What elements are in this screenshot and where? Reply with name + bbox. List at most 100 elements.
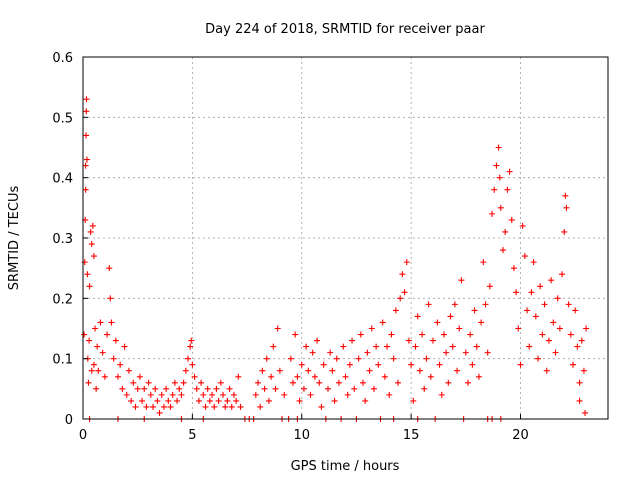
data-point xyxy=(528,289,535,296)
data-point xyxy=(257,403,264,410)
data-point xyxy=(578,337,585,344)
data-point xyxy=(86,283,93,290)
data-point xyxy=(583,325,590,332)
data-point xyxy=(193,385,200,392)
data-point xyxy=(228,403,235,410)
data-point xyxy=(576,397,583,404)
data-point xyxy=(130,379,137,386)
data-point xyxy=(349,337,356,344)
data-point xyxy=(384,343,391,350)
data-point xyxy=(85,379,92,386)
data-point xyxy=(480,259,487,266)
data-point xyxy=(510,265,517,272)
data-point xyxy=(552,349,559,356)
data-point xyxy=(272,385,279,392)
data-point xyxy=(381,373,388,380)
data-point xyxy=(545,337,552,344)
data-point xyxy=(368,325,375,332)
data-point xyxy=(456,325,463,332)
data-point xyxy=(539,331,546,338)
y-tick-label: 0.6 xyxy=(52,51,73,66)
y-tick-label: 0.5 xyxy=(52,111,73,126)
data-point xyxy=(576,379,583,386)
data-point xyxy=(567,331,574,338)
data-point xyxy=(163,385,170,392)
data-point xyxy=(261,385,268,392)
data-point xyxy=(145,379,152,386)
data-point xyxy=(84,271,91,278)
data-point xyxy=(491,186,498,193)
data-point xyxy=(160,403,167,410)
data-point xyxy=(191,373,198,380)
data-point xyxy=(502,228,509,235)
data-point xyxy=(395,379,401,386)
data-point xyxy=(471,307,478,314)
data-point xyxy=(325,385,331,392)
data-point xyxy=(195,397,202,404)
data-point xyxy=(259,367,266,374)
data-point xyxy=(379,319,386,326)
data-point xyxy=(154,397,161,404)
data-point xyxy=(370,385,377,392)
x-tick-label: 20 xyxy=(512,428,529,443)
data-point xyxy=(410,397,417,404)
data-point xyxy=(222,403,229,410)
data-point xyxy=(563,204,570,211)
data-point xyxy=(519,222,526,229)
x-axis-label: GPS time / hours xyxy=(291,459,400,474)
data-point xyxy=(82,162,89,169)
data-point xyxy=(255,379,261,386)
data-point xyxy=(412,343,419,350)
data-point xyxy=(311,373,318,380)
data-point xyxy=(458,277,465,284)
data-point xyxy=(532,313,539,320)
data-point xyxy=(559,271,566,278)
data-point xyxy=(86,337,93,344)
data-point xyxy=(305,367,312,374)
data-point xyxy=(143,403,150,410)
data-point xyxy=(562,192,569,199)
data-point xyxy=(556,325,563,332)
x-tick-label: 15 xyxy=(403,428,420,443)
data-point xyxy=(346,361,353,368)
data-point xyxy=(108,319,115,326)
x-tick-label: 5 xyxy=(188,428,196,443)
data-point xyxy=(268,373,275,380)
data-point xyxy=(399,271,406,278)
data-point xyxy=(115,373,121,380)
data-point xyxy=(180,379,187,386)
data-point xyxy=(204,385,211,392)
data-point xyxy=(508,216,515,223)
data-point xyxy=(188,337,195,344)
data-point xyxy=(119,385,126,392)
data-point xyxy=(416,367,423,374)
data-point xyxy=(392,307,399,314)
data-point xyxy=(152,385,159,392)
data-point xyxy=(482,301,489,308)
data-point xyxy=(340,343,347,350)
grid-lines xyxy=(83,57,608,419)
data-point xyxy=(276,367,283,374)
data-point xyxy=(364,349,371,356)
data-point xyxy=(403,259,410,266)
data-point xyxy=(287,355,294,362)
x-axis-ticks: 0 5 10 15 20 xyxy=(79,414,529,443)
data-point xyxy=(447,313,454,320)
data-point xyxy=(565,301,572,308)
x-tick-label: 10 xyxy=(293,428,310,443)
data-point xyxy=(294,373,301,380)
data-point xyxy=(290,379,296,386)
data-point xyxy=(121,343,128,350)
data-point xyxy=(414,313,421,320)
y-axis-ticks: 0 0.1 0.2 0.3 0.4 0.5 0.6 xyxy=(52,51,88,428)
data-point xyxy=(496,174,503,181)
data-point xyxy=(473,343,480,350)
y-tick-label: 0.4 xyxy=(52,172,73,187)
data-point xyxy=(484,349,491,356)
data-point xyxy=(83,96,90,103)
data-point xyxy=(449,343,456,350)
data-point xyxy=(548,277,555,284)
data-point xyxy=(265,397,272,404)
data-point xyxy=(281,391,288,398)
